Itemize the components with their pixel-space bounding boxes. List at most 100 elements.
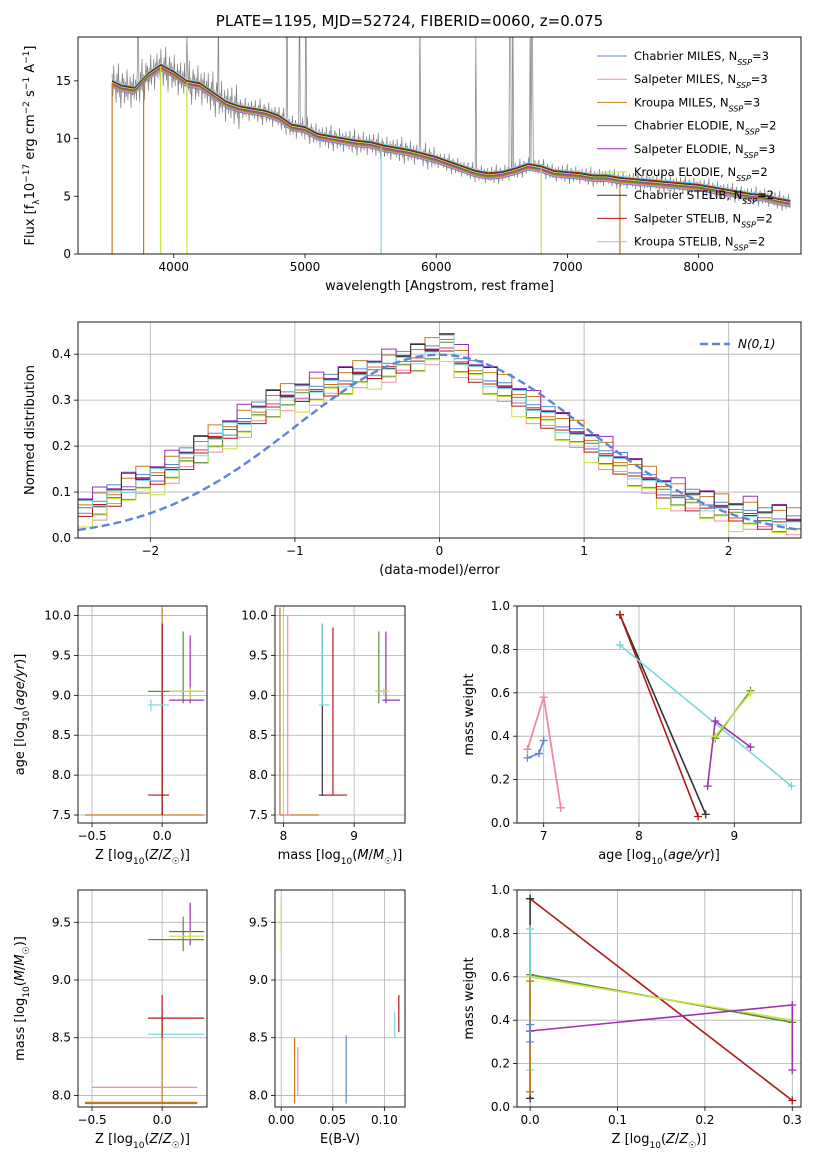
axes-frame	[77, 321, 802, 539]
x-tick-label: 9	[730, 829, 738, 843]
label-part: 10	[133, 1141, 145, 1151]
label-part: mass [log	[13, 998, 28, 1061]
label-part: /	[158, 1132, 163, 1147]
label-part: /	[675, 1132, 680, 1147]
plus-marker	[711, 732, 720, 741]
z-weight-panel: 0.0 0.1 0.2 0.30.00.20.40.60.81.0Z [log10(Z…	[462, 883, 802, 1151]
y-tick-label: 1.0	[491, 599, 510, 613]
axes-frame	[77, 889, 208, 1108]
x-tick-label: 5000	[290, 260, 321, 274]
x-tick-label: 0.00	[268, 1113, 295, 1127]
weight-line-salpeter-miles	[526, 696, 562, 808]
x-axis-label: (data-model)/error	[379, 563, 500, 578]
label-part: =3	[751, 72, 768, 86]
x-tick-label: 0.3	[783, 1113, 802, 1127]
errorbar-point	[375, 631, 383, 704]
label-part: Z [log	[95, 848, 133, 863]
x-tick-label: 0.0	[153, 829, 172, 843]
label-part: (	[144, 1132, 149, 1147]
z-age-panel: −0.5 0.07.58.08.59.09.510.0Z [log10(Z/Z☉)…	[13, 605, 208, 867]
label-part: =3	[752, 49, 769, 63]
legend-label: Kroupa MILES, NSSP=3	[634, 95, 760, 113]
y-tick-label: 10	[56, 132, 71, 146]
weight-line-salpeter-stelib	[619, 614, 699, 817]
label-part: 10	[133, 857, 145, 867]
y-tick-label: 0.3	[52, 393, 71, 407]
plus-marker	[526, 1020, 535, 1029]
label-part: Z	[678, 1132, 689, 1147]
label-part: SSP	[736, 81, 751, 90]
model-line-salpeter-stelib	[111, 63, 791, 201]
label-part: age/yr	[13, 662, 28, 705]
x-tick-label: 7	[540, 829, 548, 843]
label-part: Z	[149, 1132, 160, 1147]
label-part: −2	[22, 101, 32, 114]
x-tick-label: 6000	[421, 260, 452, 274]
errorbar-point	[318, 623, 330, 706]
errorbar-point	[148, 995, 205, 1038]
label-part: Z	[162, 1132, 173, 1147]
plus-marker	[787, 782, 796, 791]
label-part: SSP	[745, 127, 760, 136]
x-tick-label: 0	[436, 544, 444, 558]
label-part: (	[13, 981, 28, 986]
label-part: 10	[341, 857, 353, 867]
plus-marker	[788, 1096, 797, 1105]
y-axis-label: age [log10(age/yr)]	[13, 654, 32, 776]
label-part: SSP	[744, 150, 759, 159]
spectrum-panel: 4000 5000 6000 7000 8000 0 5 10 15 Chabrier MILES…	[22, 36, 802, 294]
plus-marker	[526, 894, 535, 903]
y-tick-label: 0.0	[52, 531, 71, 545]
spectrum-plot-area	[111, 37, 791, 254]
label-part: /	[13, 965, 28, 970]
ebv-mass-plot-area	[280, 899, 400, 1104]
y-tick-label: 8.5	[52, 728, 71, 742]
y-tick-label: 8.0	[52, 768, 71, 782]
label-part: )]	[392, 848, 402, 863]
label-part: age [log	[13, 722, 28, 775]
y-tick-label: 0.0	[491, 816, 510, 830]
label-part: A	[23, 64, 38, 77]
y-tick-label: 10.0	[44, 609, 71, 623]
label-part: (	[352, 848, 357, 863]
y-axis-label: Normed distribution	[23, 365, 38, 495]
errorbar-point	[169, 902, 205, 946]
plus-marker	[526, 1087, 535, 1096]
errorbar-point	[148, 631, 205, 704]
y-tick-label: 0.0	[491, 1100, 510, 1114]
x-tick-label: 0.05	[319, 1113, 346, 1127]
label-part: M	[13, 954, 28, 965]
label-part: =2	[756, 211, 773, 225]
label-part: )]	[180, 1132, 190, 1147]
plus-marker	[526, 1037, 535, 1046]
label-part: =2	[760, 119, 777, 133]
y-tick-label: 8.0	[249, 1088, 268, 1102]
legend-label: Chabrier MILES, NSSP=3	[634, 49, 769, 67]
label-part: M	[13, 970, 28, 981]
y-axis-label: mass weight	[462, 673, 477, 755]
x-tick-label: 0.0	[153, 1113, 172, 1127]
x-tick-label: 2	[725, 544, 733, 558]
model-line-salpeter-miles	[111, 69, 791, 207]
label-part: age [log	[598, 848, 651, 863]
model-line-chabrier-stelib	[111, 64, 791, 202]
label-part: Salpeter STELIB, N	[634, 211, 741, 225]
axes-frame	[516, 889, 802, 1108]
label-part: )]	[710, 848, 720, 863]
y-axis-label: mass [log10(M/M☉)]	[13, 936, 32, 1061]
label-part: =3	[758, 142, 775, 156]
y-tick-label: 0.8	[491, 642, 510, 656]
y-tick-label: 15	[56, 74, 71, 88]
plus-marker	[556, 803, 565, 812]
errorbar-point	[382, 631, 401, 704]
label-part: Z [log	[95, 1132, 133, 1147]
x-tick-label: 8	[280, 829, 288, 843]
x-tick-label: −1	[286, 544, 304, 558]
y-tick-label: 8.5	[249, 728, 268, 742]
label-part: =3	[743, 95, 760, 109]
plus-marker	[539, 693, 548, 702]
plus-marker	[539, 736, 548, 745]
plus-marker	[788, 1001, 797, 1010]
z-mass-panel: −0.5 0.08.08.59.09.5Z [log10(Z/Z☉)]mass […	[13, 889, 208, 1151]
